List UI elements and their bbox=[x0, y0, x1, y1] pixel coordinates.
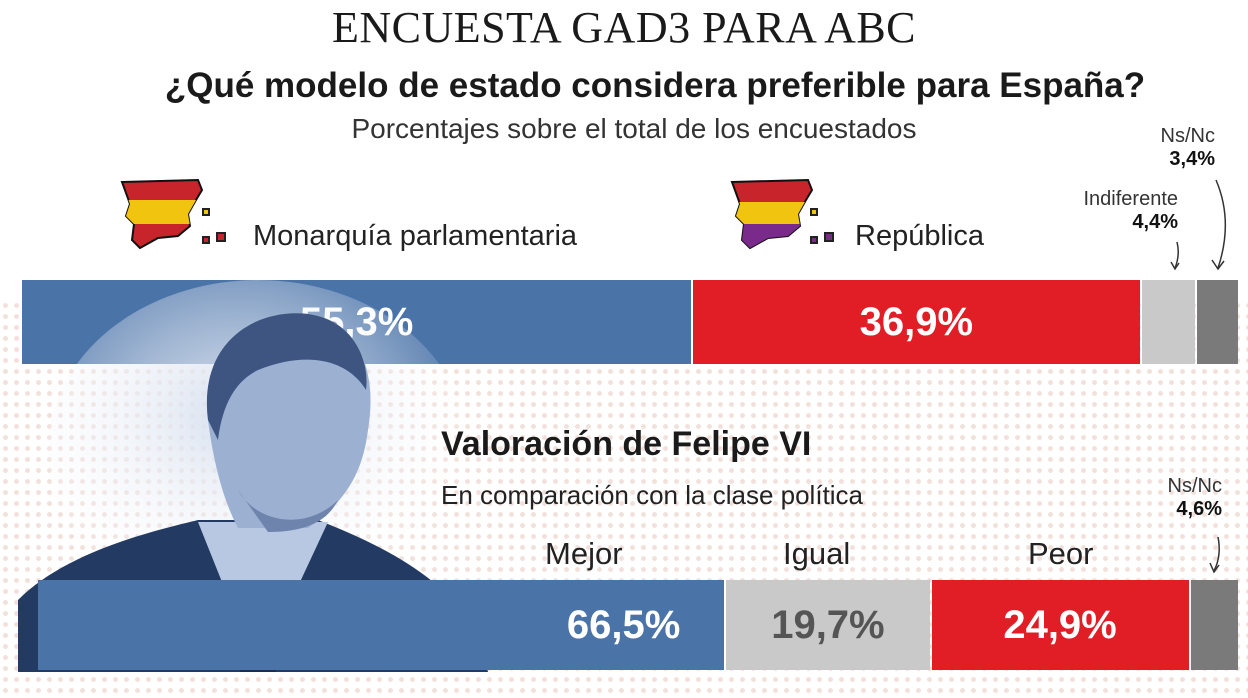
spain-flag-map-icon bbox=[120, 178, 226, 250]
nsnc-value-1: 3,4% bbox=[1169, 148, 1215, 170]
bar-peor: 24,9% bbox=[931, 580, 1189, 670]
arrow-icon bbox=[1170, 241, 1180, 271]
page-header: ENCUESTA GAD3 PARA ABC bbox=[331, 3, 917, 52]
bar-value-label: 66,5% bbox=[566, 602, 681, 647]
category-igual: Igual bbox=[783, 536, 851, 571]
nsnc-category-1: Ns/Nc bbox=[1160, 125, 1215, 147]
bar-value-label: 19,7% bbox=[771, 602, 885, 647]
chart-question: ¿Qué modelo de estado considera preferib… bbox=[164, 66, 1146, 105]
bar-igual: 19,7% bbox=[726, 580, 930, 670]
bar-ns-nc bbox=[1196, 280, 1238, 364]
nsnc-category-2: Ns/Nc bbox=[1167, 475, 1222, 497]
category-peor: Peor bbox=[1028, 536, 1094, 571]
bar-ns-nc bbox=[1190, 580, 1238, 670]
bar-chart-valoracion-felipe: 66,5% 19,7% 24,9% bbox=[38, 580, 1238, 670]
bar-value-label: 24,9% bbox=[1003, 602, 1117, 647]
category-mejor: Mejor bbox=[545, 536, 623, 571]
indiferente-category: Indiferente bbox=[1083, 188, 1178, 210]
felipe-subtitle: En comparación con la clase política bbox=[441, 480, 864, 510]
nsnc-value-2: 4,6% bbox=[1176, 498, 1222, 520]
chart-subtitle: Porcentajes sobre el total de los encues… bbox=[351, 113, 917, 144]
legend-republica: República bbox=[855, 220, 984, 252]
bar-mejor: 66,5% bbox=[38, 580, 725, 670]
bar-value-label: 36,9% bbox=[859, 299, 974, 344]
nsnc-label-2: Ns/Nc 4,6% bbox=[1140, 475, 1222, 521]
indiferente-value: 4,4% bbox=[1132, 211, 1178, 233]
republic-flag-map-icon bbox=[730, 178, 834, 250]
felipe-title: Valoración de Felipe VI bbox=[441, 425, 812, 463]
bar-república: 36,9% bbox=[693, 280, 1140, 364]
legend-monarquia: Monarquía parlamentaria bbox=[253, 220, 578, 252]
indiferente-label: Indiferente 4,4% bbox=[1050, 188, 1178, 234]
bar-indiferente bbox=[1141, 280, 1195, 364]
arrow-icon bbox=[1209, 536, 1220, 574]
nsnc-label-1: Ns/Nc 3,4% bbox=[1140, 125, 1215, 171]
arrow-icon bbox=[1211, 179, 1226, 271]
